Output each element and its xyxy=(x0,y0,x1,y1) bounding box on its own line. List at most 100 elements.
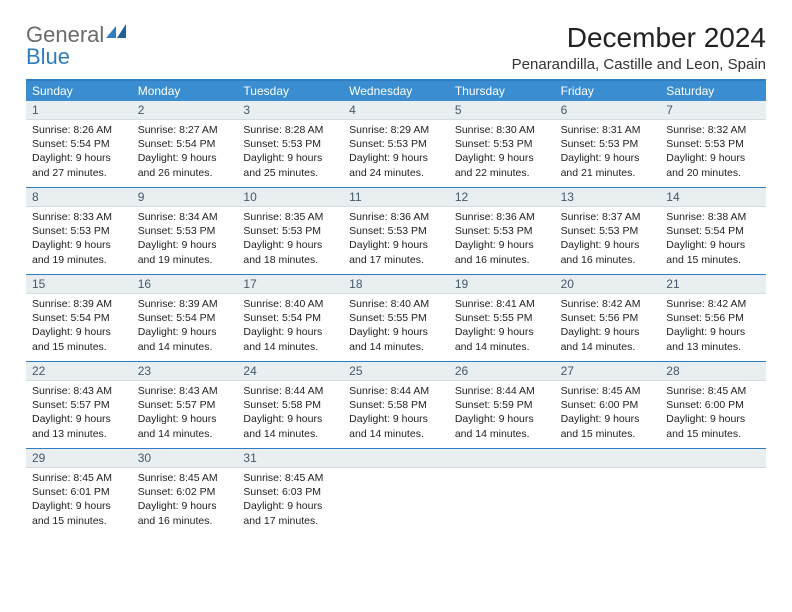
day-details: Sunrise: 8:36 AMSunset: 5:53 PMDaylight:… xyxy=(449,207,555,271)
day-number: 6 xyxy=(555,101,661,120)
sunrise-line: Sunrise: 8:30 AM xyxy=(455,123,549,137)
daylight-line-2: and 15 minutes. xyxy=(32,340,126,354)
daylight-line-1: Daylight: 9 hours xyxy=(561,238,655,252)
day-number: 1 xyxy=(26,101,132,120)
day-number: 9 xyxy=(132,188,238,207)
sunset-line: Sunset: 5:53 PM xyxy=(666,137,760,151)
day-details: Sunrise: 8:33 AMSunset: 5:53 PMDaylight:… xyxy=(26,207,132,271)
sunset-line: Sunset: 5:54 PM xyxy=(666,224,760,238)
daylight-line-2: and 16 minutes. xyxy=(561,253,655,267)
day-number: 10 xyxy=(237,188,343,207)
day-cell: 30Sunrise: 8:45 AMSunset: 6:02 PMDayligh… xyxy=(132,449,238,535)
daylight-line-2: and 19 minutes. xyxy=(138,253,232,267)
sunrise-line: Sunrise: 8:44 AM xyxy=(349,384,443,398)
daylight-line-1: Daylight: 9 hours xyxy=(349,151,443,165)
sunset-line: Sunset: 5:53 PM xyxy=(455,224,549,238)
sunset-line: Sunset: 5:53 PM xyxy=(32,224,126,238)
day-details: Sunrise: 8:43 AMSunset: 5:57 PMDaylight:… xyxy=(26,381,132,445)
day-cell: 16Sunrise: 8:39 AMSunset: 5:54 PMDayligh… xyxy=(132,275,238,361)
sunrise-line: Sunrise: 8:26 AM xyxy=(32,123,126,137)
sunrise-line: Sunrise: 8:27 AM xyxy=(138,123,232,137)
sunrise-line: Sunrise: 8:40 AM xyxy=(349,297,443,311)
day-number: 3 xyxy=(237,101,343,120)
weekday-header: Wednesday xyxy=(343,81,449,101)
day-cell: 1 Sunrise: 8:26 AMSunset: 5:54 PMDaylight… xyxy=(26,101,132,187)
day-cell: 26Sunrise: 8:44 AMSunset: 5:59 PMDayligh… xyxy=(449,362,555,448)
day-number: . xyxy=(660,449,766,468)
sunrise-line: Sunrise: 8:28 AM xyxy=(243,123,337,137)
daylight-line-1: Daylight: 9 hours xyxy=(455,238,549,252)
day-cell: 22Sunrise: 8:43 AMSunset: 5:57 PMDayligh… xyxy=(26,362,132,448)
sunrise-line: Sunrise: 8:42 AM xyxy=(561,297,655,311)
sunset-line: Sunset: 6:00 PM xyxy=(666,398,760,412)
daylight-line-1: Daylight: 9 hours xyxy=(561,151,655,165)
day-cell: . xyxy=(343,449,449,535)
daylight-line-2: and 17 minutes. xyxy=(349,253,443,267)
sunrise-line: Sunrise: 8:44 AM xyxy=(243,384,337,398)
day-details: Sunrise: 8:44 AMSunset: 5:59 PMDaylight:… xyxy=(449,381,555,445)
day-cell: 31Sunrise: 8:45 AMSunset: 6:03 PMDayligh… xyxy=(237,449,343,535)
day-number: 12 xyxy=(449,188,555,207)
logo-sail-icon xyxy=(106,24,128,38)
day-number: 2 xyxy=(132,101,238,120)
day-number: 11 xyxy=(343,188,449,207)
daylight-line-1: Daylight: 9 hours xyxy=(349,412,443,426)
daylight-line-1: Daylight: 9 hours xyxy=(666,412,760,426)
daylight-line-2: and 15 minutes. xyxy=(666,253,760,267)
sunset-line: Sunset: 5:54 PM xyxy=(32,311,126,325)
day-cell: . xyxy=(660,449,766,535)
sunset-line: Sunset: 5:55 PM xyxy=(349,311,443,325)
sunset-line: Sunset: 5:53 PM xyxy=(349,137,443,151)
day-details: Sunrise: 8:40 AMSunset: 5:54 PMDaylight:… xyxy=(237,294,343,358)
day-details: Sunrise: 8:40 AMSunset: 5:55 PMDaylight:… xyxy=(343,294,449,358)
week-row: 22Sunrise: 8:43 AMSunset: 5:57 PMDayligh… xyxy=(26,362,766,449)
day-cell: 9Sunrise: 8:34 AMSunset: 5:53 PMDaylight… xyxy=(132,188,238,274)
page-header: General Blue December 2024 Penarandilla,… xyxy=(26,22,766,73)
day-details: Sunrise: 8:45 AMSunset: 6:00 PMDaylight:… xyxy=(555,381,661,445)
sunrise-line: Sunrise: 8:39 AM xyxy=(32,297,126,311)
sunset-line: Sunset: 5:54 PM xyxy=(138,137,232,151)
daylight-line-2: and 26 minutes. xyxy=(138,166,232,180)
day-number: 25 xyxy=(343,362,449,381)
day-cell: 28Sunrise: 8:45 AMSunset: 6:00 PMDayligh… xyxy=(660,362,766,448)
weekday-header: Saturday xyxy=(660,81,766,101)
daylight-line-1: Daylight: 9 hours xyxy=(666,151,760,165)
day-cell: 27Sunrise: 8:45 AMSunset: 6:00 PMDayligh… xyxy=(555,362,661,448)
day-cell: . xyxy=(555,449,661,535)
daylight-line-2: and 13 minutes. xyxy=(666,340,760,354)
day-cell: 19Sunrise: 8:41 AMSunset: 5:55 PMDayligh… xyxy=(449,275,555,361)
day-details: Sunrise: 8:45 AMSunset: 6:02 PMDaylight:… xyxy=(132,468,238,532)
sunset-line: Sunset: 5:56 PM xyxy=(666,311,760,325)
day-number: . xyxy=(449,449,555,468)
day-details: Sunrise: 8:42 AMSunset: 5:56 PMDaylight:… xyxy=(660,294,766,358)
day-details: Sunrise: 8:41 AMSunset: 5:55 PMDaylight:… xyxy=(449,294,555,358)
location-label: Penarandilla, Castille and Leon, Spain xyxy=(512,56,766,73)
day-cell: 24Sunrise: 8:44 AMSunset: 5:58 PMDayligh… xyxy=(237,362,343,448)
day-number: 28 xyxy=(660,362,766,381)
daylight-line-2: and 14 minutes. xyxy=(455,427,549,441)
sunrise-line: Sunrise: 8:43 AM xyxy=(138,384,232,398)
day-cell: . xyxy=(449,449,555,535)
day-details: Sunrise: 8:28 AMSunset: 5:53 PMDaylight:… xyxy=(237,120,343,184)
week-row: 15Sunrise: 8:39 AMSunset: 5:54 PMDayligh… xyxy=(26,275,766,362)
daylight-line-1: Daylight: 9 hours xyxy=(455,412,549,426)
day-details: Sunrise: 8:42 AMSunset: 5:56 PMDaylight:… xyxy=(555,294,661,358)
sunrise-line: Sunrise: 8:37 AM xyxy=(561,210,655,224)
daylight-line-1: Daylight: 9 hours xyxy=(32,151,126,165)
day-cell: 8Sunrise: 8:33 AMSunset: 5:53 PMDaylight… xyxy=(26,188,132,274)
daylight-line-2: and 17 minutes. xyxy=(243,514,337,528)
sunset-line: Sunset: 5:58 PM xyxy=(349,398,443,412)
day-details: Sunrise: 8:44 AMSunset: 5:58 PMDaylight:… xyxy=(237,381,343,445)
daylight-line-1: Daylight: 9 hours xyxy=(561,325,655,339)
daylight-line-2: and 27 minutes. xyxy=(32,166,126,180)
sunrise-line: Sunrise: 8:39 AM xyxy=(138,297,232,311)
daylight-line-2: and 21 minutes. xyxy=(561,166,655,180)
sunset-line: Sunset: 5:54 PM xyxy=(32,137,126,151)
sunrise-line: Sunrise: 8:29 AM xyxy=(349,123,443,137)
day-number: 27 xyxy=(555,362,661,381)
day-details: Sunrise: 8:35 AMSunset: 5:53 PMDaylight:… xyxy=(237,207,343,271)
weekday-header: Thursday xyxy=(449,81,555,101)
day-number: . xyxy=(555,449,661,468)
daylight-line-2: and 16 minutes. xyxy=(138,514,232,528)
sunset-line: Sunset: 5:53 PM xyxy=(243,224,337,238)
